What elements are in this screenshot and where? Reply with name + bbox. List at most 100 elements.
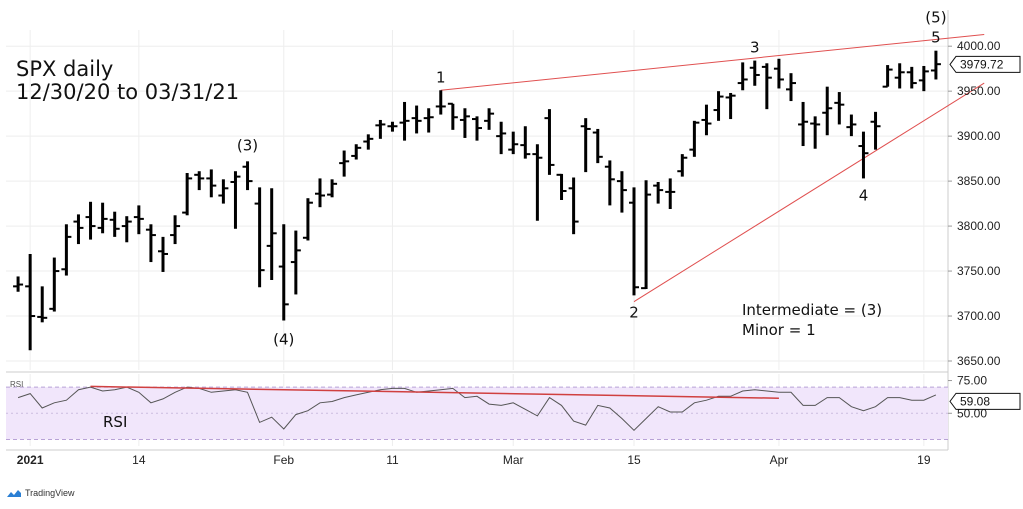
price-tick-label: 3700.00 xyxy=(957,309,1001,323)
ohlc-bar xyxy=(459,108,470,138)
ohlc-bars xyxy=(13,50,941,351)
ohlc-bar xyxy=(629,187,639,296)
ohlc-bar xyxy=(73,214,84,245)
ohlc-bar xyxy=(496,121,507,155)
ohlc-bar xyxy=(713,91,724,121)
ohlc-bar xyxy=(701,104,712,136)
ohlc-bar xyxy=(170,215,181,245)
ohlc-bar xyxy=(472,116,482,141)
rsi-label: RSI xyxy=(103,413,127,431)
ohlc-bar xyxy=(25,253,36,351)
wave-label: (4) xyxy=(273,330,294,348)
ohlc-bar xyxy=(592,128,603,164)
annotation-intermediate: Intermediate = (3) xyxy=(742,301,882,319)
ohlc-bar xyxy=(266,188,277,281)
price-tick-label: 3650.00 xyxy=(957,354,1001,368)
ohlc-bar xyxy=(665,178,676,209)
ohlc-bar xyxy=(351,144,362,160)
chart-title: SPX daily xyxy=(16,57,113,81)
price-tick-label: 3950.00 xyxy=(957,84,1001,98)
ohlc-bar xyxy=(435,90,446,115)
ohlc-bar xyxy=(870,111,881,150)
wave-label: 5 xyxy=(931,29,941,47)
ohlc-bar xyxy=(846,114,857,137)
rsi-line xyxy=(17,386,937,431)
ohlc-bar xyxy=(858,131,869,179)
ohlc-bar xyxy=(194,171,205,191)
ohlc-bar xyxy=(568,177,579,235)
price-tick-label: 3900.00 xyxy=(957,129,1001,143)
ohlc-bar xyxy=(616,171,627,213)
ohlc-bar xyxy=(182,173,193,216)
ohlc-bar xyxy=(930,50,941,80)
ohlc-bar xyxy=(254,187,265,288)
ohlc-bar xyxy=(677,154,688,177)
ohlc-bar xyxy=(387,121,398,132)
ohlc-bar xyxy=(725,92,736,120)
ohlc-bar xyxy=(109,211,120,237)
ohlc-bar xyxy=(423,108,434,133)
time-tick-label: 14 xyxy=(132,453,146,467)
ohlc-bar xyxy=(399,101,410,141)
ohlc-bar xyxy=(290,230,301,295)
ohlc-bar xyxy=(97,202,108,234)
ohlc-bar xyxy=(810,116,821,149)
rsi-small-label: RSI xyxy=(10,380,23,389)
tradingview-logo-icon xyxy=(7,489,21,497)
ohlc-bar xyxy=(315,178,325,208)
ohlc-bar xyxy=(242,161,253,191)
price-tick-label: 3800.00 xyxy=(957,219,1001,233)
ohlc-bar xyxy=(230,171,241,229)
last-rsi-tag: 59.08 xyxy=(949,392,1021,410)
last-price-tag: 3979.72 xyxy=(949,55,1021,73)
time-tick-label: 11 xyxy=(386,453,399,467)
ohlc-bar xyxy=(786,73,796,102)
wave-label: 1 xyxy=(436,68,446,86)
ohlc-bar xyxy=(363,134,374,150)
time-tick-label: Mar xyxy=(503,453,524,467)
ohlc-bar xyxy=(278,224,289,321)
wave-label: 3 xyxy=(750,39,760,57)
trendlines xyxy=(440,33,985,303)
price-tick-label: 3850.00 xyxy=(957,174,1001,188)
ohlc-bar xyxy=(206,169,217,198)
rsi-divergence-line xyxy=(90,385,779,399)
time-axis[interactable]: 2021 14 Feb 11 Mar 15 Apr 19 xyxy=(17,453,931,467)
ohlc-bar xyxy=(218,179,229,204)
ohlc-bar xyxy=(447,102,458,130)
ohlc-bar xyxy=(773,58,784,89)
brand-label: TradingView xyxy=(25,488,75,498)
ohlc-bar xyxy=(749,60,760,86)
ohlc-bar xyxy=(375,119,386,139)
ohlc-bar xyxy=(556,173,567,200)
ohlc-bar xyxy=(532,144,543,221)
wave-labels: (3) (4) 1 2 3 4 5 (5) xyxy=(237,9,947,349)
ohlc-bar xyxy=(37,286,48,323)
chart-subtitle: 12/30/20 to 03/31/21 xyxy=(16,80,239,104)
ohlc-bar xyxy=(13,276,24,292)
ohlc-bar xyxy=(906,66,917,89)
time-tick-label: 19 xyxy=(917,453,931,467)
wave-label: 4 xyxy=(859,186,869,204)
ohlc-bar xyxy=(327,179,338,198)
price-axis[interactable]: 4000.00 3950.00 3900.00 3850.00 3800.00 3750.… xyxy=(948,39,1001,368)
ohlc-bar xyxy=(544,109,555,175)
ohlc-bar xyxy=(918,65,929,92)
ohlc-bar xyxy=(580,118,591,173)
ohlc-bar xyxy=(641,180,652,290)
ohlc-bar xyxy=(520,126,531,159)
ohlc-bar xyxy=(121,216,132,243)
time-tick-label: 2021 xyxy=(17,453,44,467)
ohlc-bar xyxy=(882,65,893,88)
ohlc-bar xyxy=(302,198,313,241)
ohlc-bar xyxy=(133,205,144,235)
ohlc-bar xyxy=(822,86,833,136)
ohlc-bar xyxy=(761,63,772,110)
time-tick-label: Feb xyxy=(273,453,294,467)
ohlc-bar xyxy=(798,101,809,147)
ohlc-bar xyxy=(158,236,168,272)
ohlc-bar xyxy=(411,105,422,134)
tradingview-brand[interactable]: TradingView xyxy=(6,488,75,498)
rsi-tick-label: 75.00 xyxy=(957,374,987,388)
